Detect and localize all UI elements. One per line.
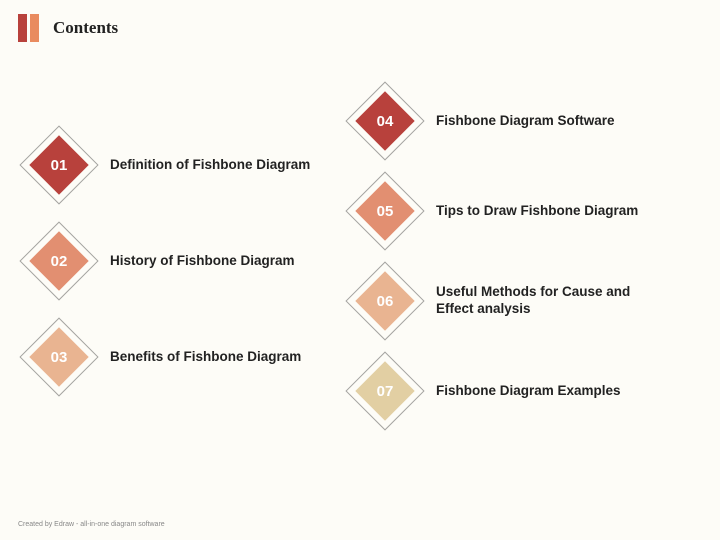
content-item-03: 03 Benefits of Fishbone Diagram [30, 328, 301, 386]
item-label: Tips to Draw Fishbone Diagram [436, 203, 638, 220]
item-number: 02 [30, 232, 88, 290]
diamond-07: 07 [356, 362, 414, 420]
content-item-04: 04 Fishbone Diagram Software [356, 92, 615, 150]
item-number: 03 [30, 328, 88, 386]
diamond-05: 05 [356, 182, 414, 240]
bar-2 [30, 14, 39, 42]
item-number: 06 [356, 272, 414, 330]
item-number: 05 [356, 182, 414, 240]
item-number: 01 [30, 136, 88, 194]
content-item-01: 01 Definition of Fishbone Diagram [30, 136, 310, 194]
header: Contents [0, 0, 720, 42]
item-label: Benefits of Fishbone Diagram [110, 349, 301, 366]
content-item-05: 05 Tips to Draw Fishbone Diagram [356, 182, 638, 240]
footer-credit: Created by Edraw - all-in-one diagram so… [18, 521, 165, 528]
diamond-02: 02 [30, 232, 88, 290]
item-number: 04 [356, 92, 414, 150]
item-label: History of Fishbone Diagram [110, 253, 295, 270]
item-label: Fishbone Diagram Software [436, 113, 615, 130]
item-number: 07 [356, 362, 414, 420]
item-label: Definition of Fishbone Diagram [110, 157, 310, 174]
diamond-01: 01 [30, 136, 88, 194]
item-label: Useful Methods for Cause and Effect anal… [436, 284, 646, 318]
content-item-02: 02 History of Fishbone Diagram [30, 232, 295, 290]
bar-1 [18, 14, 27, 42]
item-label: Fishbone Diagram Examples [436, 383, 621, 400]
content-item-06: 06 Useful Methods for Cause and Effect an… [356, 272, 646, 330]
header-bars-icon [18, 14, 39, 42]
diamond-03: 03 [30, 328, 88, 386]
diamond-06: 06 [356, 272, 414, 330]
diamond-04: 04 [356, 92, 414, 150]
page-title: Contents [53, 18, 118, 38]
content-item-07: 07 Fishbone Diagram Examples [356, 362, 621, 420]
